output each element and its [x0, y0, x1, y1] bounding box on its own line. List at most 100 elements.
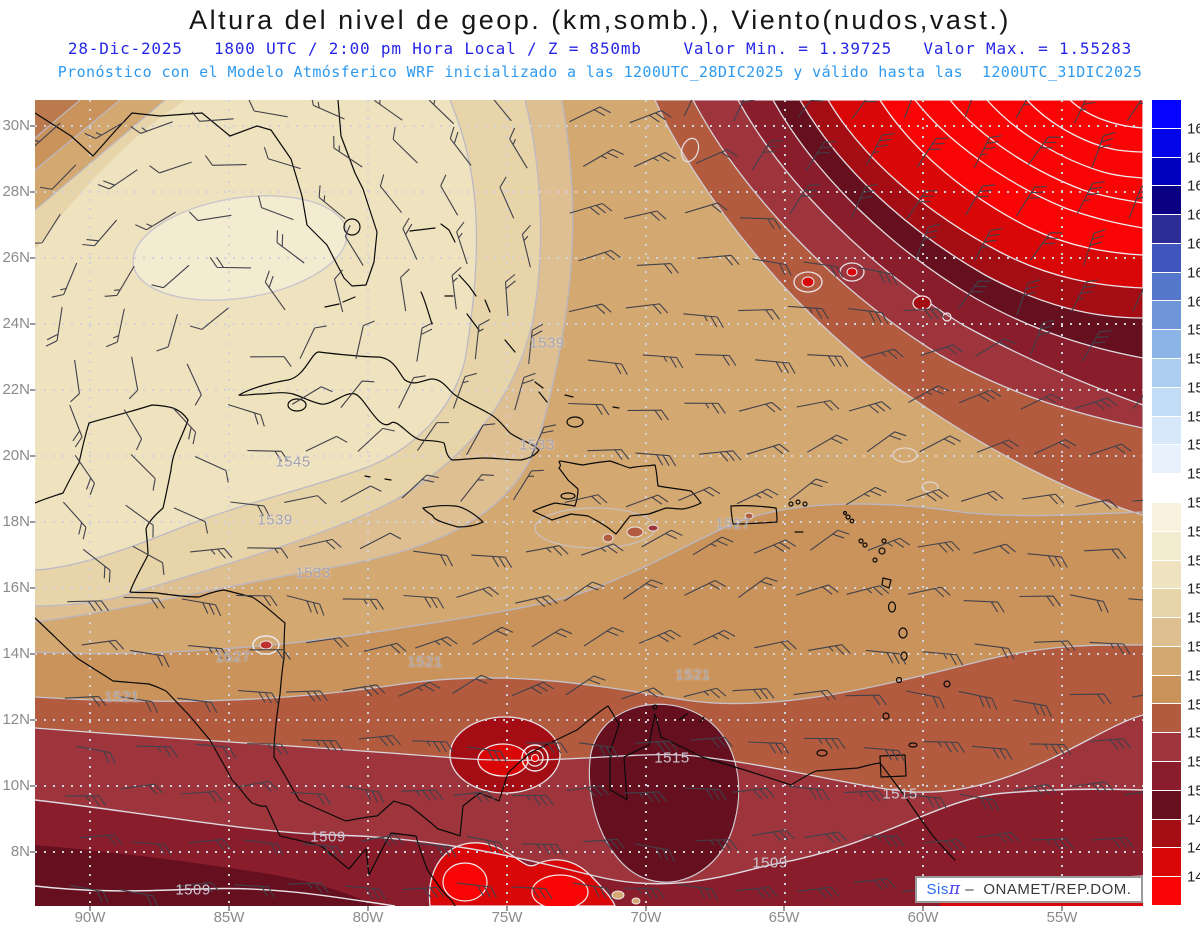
colorbar-tick-label: 1551 — [1187, 552, 1200, 570]
lon-tick — [89, 906, 91, 911]
lon-label: 55W — [1046, 909, 1078, 926]
lat-label: 18N — [2, 513, 30, 530]
lon-tick — [1061, 906, 1063, 911]
colorbar-cell — [1152, 474, 1181, 503]
lat-label: 30N — [2, 117, 30, 134]
colorbar-cell — [1152, 416, 1181, 446]
colorbar-tick-label: 1635 — [1187, 149, 1200, 167]
lon-tick — [922, 906, 924, 911]
colorbar-tick-label: 1485 — [1187, 868, 1200, 886]
lat-label: 12N — [2, 711, 30, 728]
contour-label: 1539 — [257, 511, 293, 529]
lat-label: 14N — [2, 645, 30, 662]
colorbar-tick-label: 1569 — [1187, 465, 1200, 483]
pi-icon: π — [948, 879, 961, 899]
contour-label: 1509 — [752, 854, 788, 872]
lon-tick — [783, 906, 785, 911]
colorbar-cell — [1152, 215, 1181, 244]
contour-label: 1515 — [654, 749, 690, 767]
colorbar-tick-label: 1593 — [1187, 350, 1200, 368]
colorbar-cell — [1152, 301, 1181, 331]
colorbar-cell — [1152, 128, 1181, 158]
colorbar-tick-label: 1629 — [1187, 177, 1200, 195]
contour-label: 1521 — [407, 653, 443, 671]
colorbar-cell — [1152, 675, 1181, 705]
lat-label: 28N — [2, 183, 30, 200]
colorbar-cell — [1152, 733, 1181, 762]
colorbar-cell — [1152, 704, 1181, 734]
lon-label: 70W — [630, 909, 662, 926]
wind-barbs — [35, 100, 1143, 906]
colorbar-tick-label: 1599 — [1187, 321, 1200, 339]
colorbar-cell — [1152, 761, 1181, 791]
lat-tick — [30, 521, 35, 523]
contour-label: 1515 — [882, 785, 918, 803]
colorbar-tick-label: 1503 — [1187, 782, 1200, 800]
lat-tick — [30, 125, 35, 127]
colorbar-cell — [1152, 560, 1181, 590]
colorbar-tick-label: 1563 — [1187, 494, 1200, 512]
lon-label: 80W — [352, 909, 384, 926]
colorbar-cell — [1152, 819, 1181, 849]
lat-tick — [30, 257, 35, 259]
colorbar-tick-label: 1545 — [1187, 580, 1200, 598]
lat-tick — [30, 851, 35, 853]
colorbar-cell — [1152, 531, 1181, 561]
lat-tick — [30, 323, 35, 325]
valid-time-line: 28-Dic-2025 1800 UTC / 2:00 pm Hora Loca… — [67, 39, 1133, 58]
colorbar-tick-label: 1515 — [1187, 724, 1200, 742]
colorbar-tick-label: 1533 — [1187, 638, 1200, 656]
colorbar-tick-label: 1581 — [1187, 408, 1200, 426]
watermark-brand: Sis — [926, 881, 949, 898]
lat-label: 20N — [2, 447, 30, 464]
lon-label: 85W — [213, 909, 245, 926]
colorbar-tick-label: 1539 — [1187, 609, 1200, 627]
lat-label: 8N — [10, 843, 30, 860]
small-closed-contours — [252, 137, 952, 772]
lat-tick — [30, 191, 35, 193]
colorbar-cell — [1152, 646, 1181, 676]
colorbar-tick-label: 1605 — [1187, 293, 1200, 310]
colorbar-cell — [1152, 589, 1181, 619]
map-fill-bands — [35, 100, 1143, 906]
colorbar-cell — [1152, 790, 1181, 820]
contour-label: 1521 — [675, 666, 711, 684]
colorbar-tick-label: 1521 — [1187, 696, 1200, 713]
contour-label: 1545 — [275, 453, 311, 471]
lat-tick — [30, 587, 35, 589]
contour-label: 1527 — [715, 515, 751, 533]
colorbar-tick-label: 1557 — [1187, 523, 1200, 541]
colorbar-cell — [1152, 330, 1181, 360]
lat-tick — [30, 719, 35, 721]
colorbar-tick-label: 1623 — [1187, 206, 1200, 224]
contour-label: 1533 — [519, 436, 555, 454]
contour-label: 1527 — [215, 648, 251, 666]
colorbar-tick-label: 1527 — [1187, 667, 1200, 685]
watermark-badge: Sis π – ONAMET/REP.DOM. — [915, 876, 1143, 903]
colorbar-cell — [1152, 157, 1181, 187]
lon-label: 65W — [768, 909, 800, 926]
colorbar-cell — [1152, 186, 1181, 216]
model-info-line: Pronóstico con el Modelo Atmósferico WRF… — [57, 63, 1143, 81]
colorbar-cell — [1152, 359, 1181, 388]
colorbar-cell — [1152, 100, 1181, 129]
lat-tick — [30, 653, 35, 655]
contour-label: 1509 — [310, 828, 346, 846]
lat-label: 26N — [2, 249, 30, 266]
lon-label: 90W — [74, 909, 106, 926]
lat-label: 24N — [2, 315, 30, 332]
lon-tick — [506, 906, 508, 911]
lon-label: 75W — [491, 909, 523, 926]
colorbar-tick-label: 1509 — [1187, 753, 1200, 771]
contour-label: 1539 — [529, 334, 565, 352]
colorbar-cell — [1152, 502, 1181, 532]
colorbar-cell — [1152, 848, 1181, 878]
coastlines — [35, 100, 956, 906]
lat-label: 10N — [2, 777, 30, 794]
page-title: Altura del nivel de geop. (km,somb.), Vi… — [189, 5, 1011, 35]
lat-label: 16N — [2, 579, 30, 596]
map-area — [35, 100, 1143, 906]
colorbar-cell — [1152, 445, 1181, 475]
colorbar-cell — [1152, 618, 1181, 647]
